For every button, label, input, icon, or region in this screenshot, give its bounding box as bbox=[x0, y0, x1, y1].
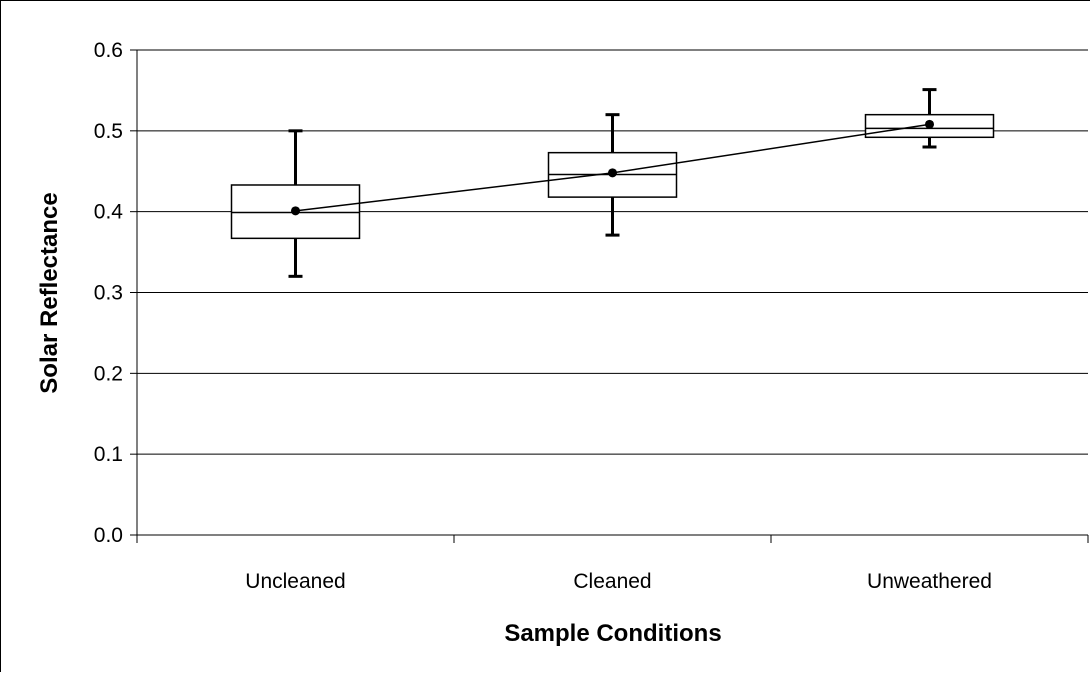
x-category-label-1: Cleaned bbox=[573, 570, 651, 593]
gridlines bbox=[137, 49, 1088, 455]
x-axis-title: Sample Conditions bbox=[504, 620, 721, 647]
y-tick-label-3: 0.3 bbox=[94, 282, 123, 305]
x-category-label-2: Unweathered bbox=[867, 570, 992, 593]
mean-marker-2 bbox=[925, 119, 934, 129]
mean-marker-0 bbox=[291, 206, 300, 216]
y-tick-label-2: 0.2 bbox=[94, 362, 123, 385]
box-0 bbox=[230, 129, 361, 278]
box-2 bbox=[864, 88, 995, 149]
y-tick-label-0: 0.0 bbox=[94, 524, 123, 547]
mean-line-group bbox=[291, 119, 934, 216]
y-axis-title: Solar Reflectance bbox=[36, 192, 63, 393]
x-category-label-0: Uncleaned bbox=[245, 570, 345, 593]
x-category-labels: Uncleaned Cleaned Unweathered bbox=[245, 570, 992, 593]
boxes bbox=[230, 88, 995, 278]
axes bbox=[130, 49, 1089, 543]
mean-marker-1 bbox=[608, 168, 617, 178]
y-tick-label-6: 0.6 bbox=[94, 39, 123, 62]
y-tick-label-1: 0.1 bbox=[94, 443, 123, 466]
y-tick-labels: 0.0 0.1 0.2 0.3 0.4 0.5 0.6 bbox=[94, 39, 124, 547]
y-tick-label-4: 0.4 bbox=[94, 201, 124, 224]
y-tick-label-5: 0.5 bbox=[94, 120, 123, 143]
